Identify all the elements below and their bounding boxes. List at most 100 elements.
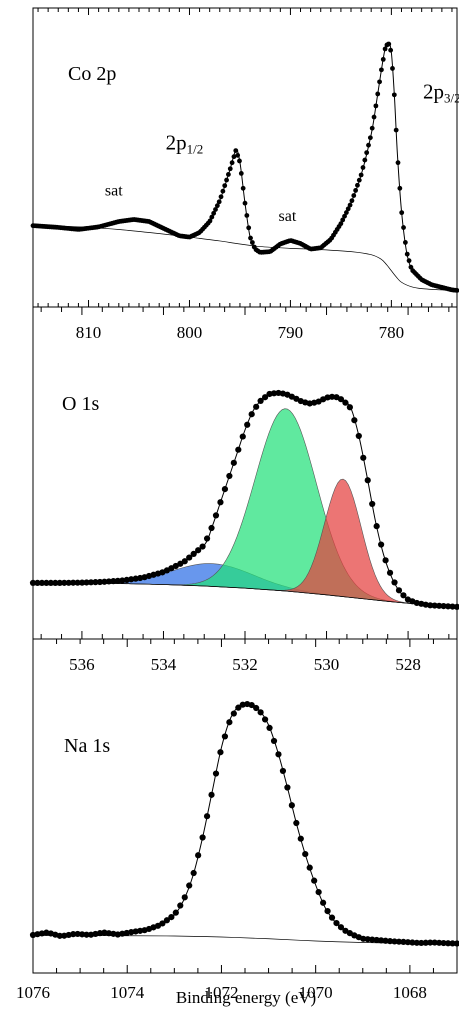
data-point	[190, 869, 197, 877]
data-point	[353, 187, 359, 193]
x-tick-label: 536	[69, 655, 95, 674]
data-point	[237, 158, 242, 164]
data-point	[217, 749, 224, 756]
data-point	[297, 835, 304, 842]
data-point	[342, 399, 349, 406]
data-point	[369, 125, 375, 131]
data-point	[114, 577, 121, 584]
data-point	[395, 160, 401, 166]
data-point	[195, 547, 202, 554]
data-point	[386, 41, 392, 47]
data-point	[449, 603, 456, 610]
peak-annotation: 2p3/2	[423, 80, 459, 106]
x-tick-label: 790	[278, 323, 304, 342]
peak-annotation-subscript: 1/2	[187, 142, 204, 157]
data-point	[78, 579, 86, 586]
data-point	[402, 240, 408, 245]
data-point	[92, 579, 99, 586]
data-point	[38, 579, 46, 586]
data-point	[373, 523, 380, 530]
data-point	[61, 579, 68, 586]
data-point	[444, 603, 452, 610]
data-point	[56, 579, 63, 586]
data-point	[453, 940, 459, 947]
x-axis-title: Binding energy (eV)	[176, 988, 316, 1007]
data-point	[226, 472, 233, 480]
data-point	[391, 938, 398, 945]
data-point	[371, 114, 377, 120]
data-point	[195, 852, 202, 859]
x-tick-label: 780	[379, 323, 405, 342]
data-point	[52, 579, 59, 586]
data-point	[349, 198, 355, 204]
data-point	[364, 150, 370, 156]
data-point	[324, 908, 331, 915]
o1s-curves	[29, 389, 459, 610]
data-point	[70, 579, 77, 586]
data-point	[199, 834, 206, 841]
data-point	[212, 512, 220, 519]
data-point	[235, 152, 241, 158]
data-point	[406, 258, 412, 264]
data-point	[391, 579, 398, 586]
na1s-panel-label: Na 1s	[64, 735, 110, 757]
data-point	[373, 103, 379, 109]
data-point	[345, 206, 351, 212]
data-point	[181, 558, 188, 565]
data-point	[378, 541, 385, 548]
peak-annotation: 2p1/2	[166, 131, 204, 157]
data-point	[230, 710, 237, 717]
x-tick-label: 1070	[299, 983, 333, 1002]
data-point	[249, 240, 255, 245]
data-point	[230, 459, 237, 466]
data-point	[261, 716, 269, 723]
data-point	[337, 924, 345, 931]
data-point	[29, 579, 37, 586]
data-point	[379, 67, 384, 73]
data-point	[87, 579, 95, 586]
na1s-panel: 1076 1074 1072 1070 1068 Na 1s Binding energ…	[16, 638, 459, 1007]
data-point	[431, 939, 438, 946]
data-point	[375, 91, 381, 97]
data-point	[360, 935, 367, 942]
data-point	[315, 889, 322, 896]
data-point	[356, 177, 362, 183]
data-point	[436, 602, 443, 609]
data-point	[427, 939, 434, 946]
data-point	[242, 200, 248, 206]
data-point	[369, 500, 376, 508]
data-point	[239, 433, 246, 440]
data-point	[214, 203, 220, 209]
x-tick-label: 532	[232, 655, 258, 674]
data-point	[409, 939, 416, 946]
data-point	[355, 432, 362, 440]
co2p-panel: 810 800 790 780 Co 2p 2p1/2 2p3/2 sat sat	[30, 7, 459, 342]
co2p-x-axis: 810 800 790 780	[37, 8, 453, 342]
data-point	[404, 939, 412, 946]
data-point	[253, 403, 260, 410]
data-point	[436, 939, 443, 946]
o1s-panel: 536 534 532 530 528 O 1s	[29, 306, 459, 674]
data-point	[47, 579, 54, 586]
data-point	[440, 602, 447, 610]
data-point	[400, 938, 407, 946]
data-point	[340, 217, 346, 223]
data-point	[248, 701, 255, 709]
o1s-panel-label: O 1s	[62, 393, 99, 415]
data-point	[203, 535, 211, 542]
data-point	[390, 66, 395, 71]
x-tick-label: 800	[177, 323, 203, 342]
data-point	[186, 882, 193, 889]
data-point	[343, 210, 349, 215]
data-point	[257, 709, 264, 716]
data-point	[351, 417, 358, 424]
data-point	[378, 937, 385, 944]
data-point	[408, 264, 414, 270]
data-point	[96, 578, 104, 586]
x-tick-label: 534	[151, 655, 177, 674]
data-point	[360, 165, 366, 170]
co2p-panel-label: Co 2p	[68, 63, 116, 85]
data-point	[74, 579, 81, 586]
data-point	[393, 127, 399, 133]
data-point	[101, 578, 108, 585]
